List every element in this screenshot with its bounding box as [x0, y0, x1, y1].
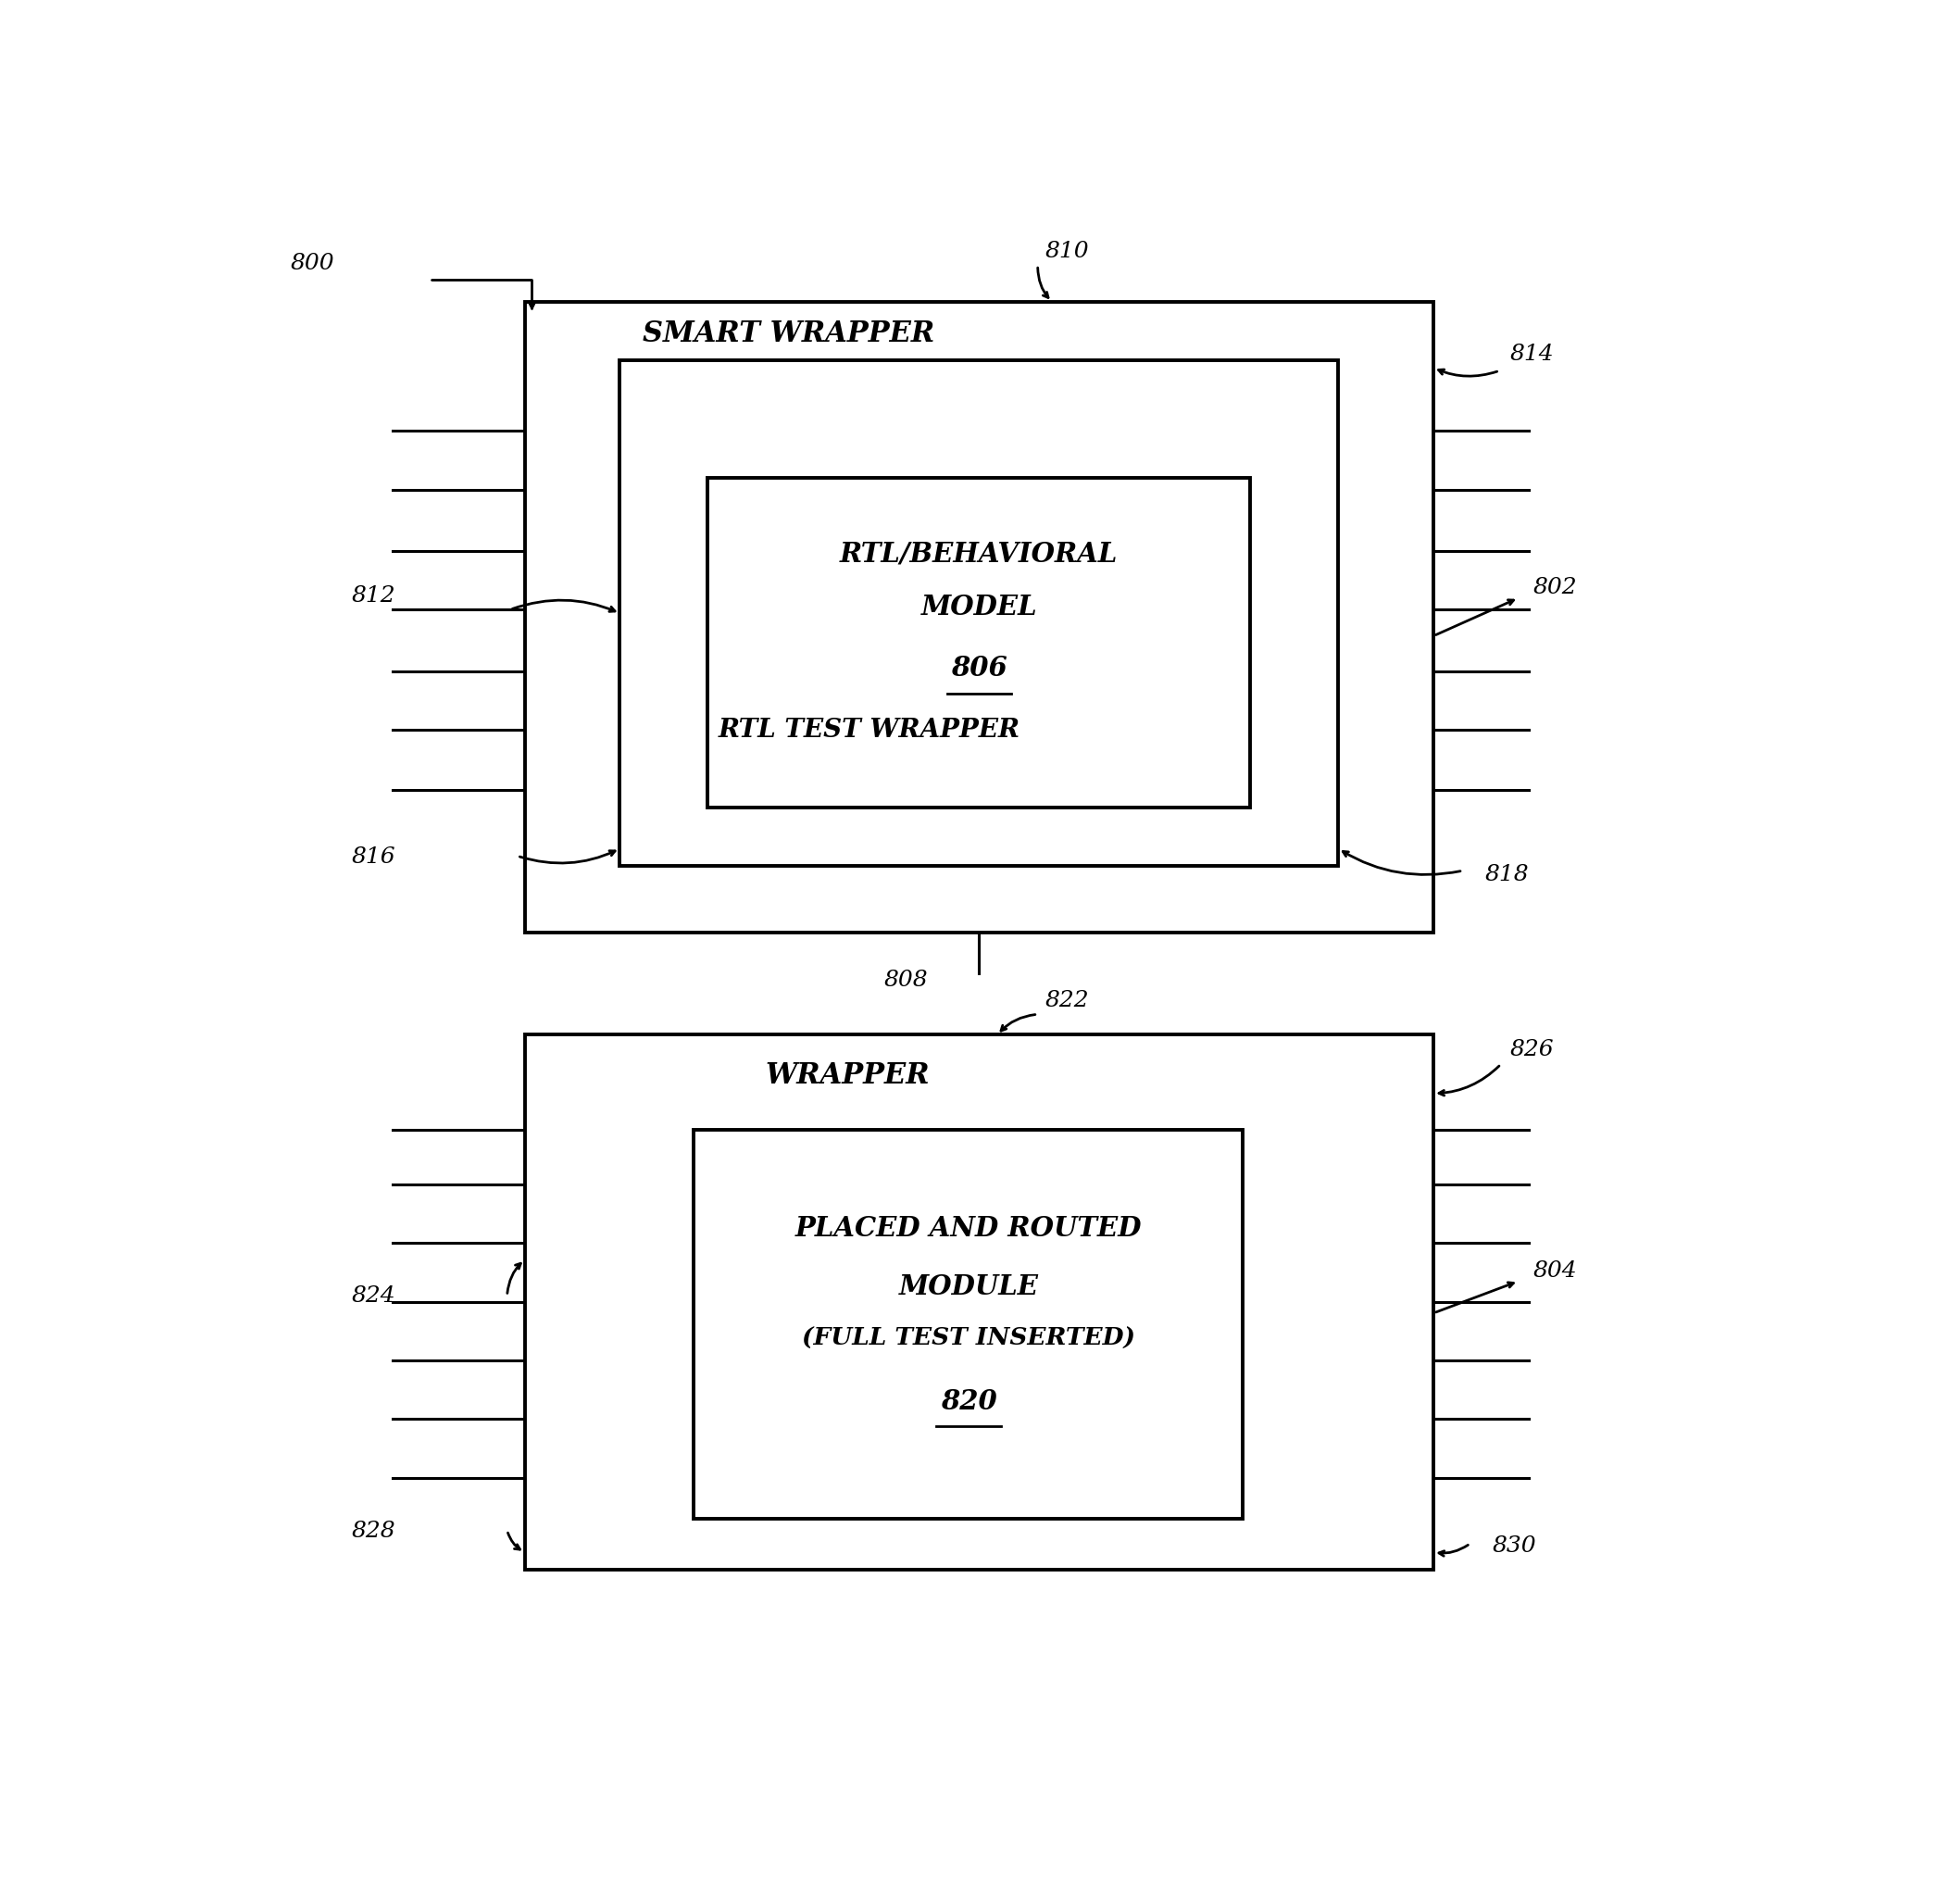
Text: MODULE: MODULE: [900, 1274, 1039, 1300]
Text: 808: 808: [884, 969, 929, 992]
Bar: [525, 1036, 1433, 1571]
Text: 816: 816: [351, 847, 396, 868]
Text: 830: 830: [1493, 1537, 1536, 1557]
Text: MODEL: MODEL: [921, 594, 1037, 621]
Text: 806: 806: [950, 655, 1006, 682]
Text: 810: 810: [1045, 242, 1090, 263]
Bar: [620, 360, 1338, 866]
Text: PLACED AND ROUTED: PLACED AND ROUTED: [795, 1215, 1142, 1241]
Text: RTL/BEHAVIORAL: RTL/BEHAVIORAL: [840, 541, 1119, 567]
Text: 800: 800: [291, 253, 334, 274]
Text: 820: 820: [940, 1388, 997, 1415]
Text: 818: 818: [1485, 864, 1530, 885]
Bar: [694, 1131, 1243, 1519]
Text: 824: 824: [351, 1285, 396, 1306]
Text: 802: 802: [1534, 577, 1576, 598]
Text: RTL TEST WRAPPER: RTL TEST WRAPPER: [717, 718, 1020, 743]
Text: 826: 826: [1510, 1040, 1553, 1061]
Text: (FULL TEST INSERTED): (FULL TEST INSERTED): [803, 1327, 1136, 1350]
Text: 822: 822: [1045, 990, 1090, 1011]
Text: WRAPPER: WRAPPER: [764, 1062, 929, 1091]
Bar: [708, 478, 1251, 807]
Bar: [525, 303, 1433, 933]
Text: 812: 812: [351, 586, 396, 607]
Text: 828: 828: [351, 1521, 396, 1542]
Text: SMART WRAPPER: SMART WRAPPER: [642, 320, 935, 348]
Text: 804: 804: [1534, 1260, 1576, 1281]
Text: 814: 814: [1510, 345, 1553, 366]
